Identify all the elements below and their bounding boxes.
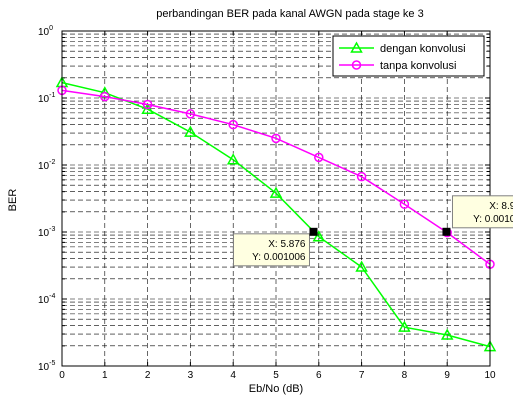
x-tick-label: 6 bbox=[316, 370, 322, 381]
legend-marker-1 bbox=[350, 41, 363, 53]
x-tick-label: 0 bbox=[59, 370, 65, 381]
x-tick-label: 9 bbox=[444, 370, 450, 381]
datatip-marker bbox=[442, 227, 451, 236]
x-tick-label: 8 bbox=[402, 370, 408, 381]
data-point bbox=[355, 260, 368, 272]
y-tick-label: 10-3 bbox=[38, 226, 55, 239]
x-tick-label: 5 bbox=[273, 370, 279, 381]
y-tick-label: 100 bbox=[38, 25, 53, 38]
datatip-y: Y: 0.001007 bbox=[473, 214, 513, 225]
datatip-x: X: 5.876 bbox=[268, 239, 306, 250]
data-point bbox=[312, 230, 326, 242]
legend-label-1: dengan konvolusi bbox=[380, 43, 466, 55]
data-point bbox=[100, 91, 110, 102]
data-point bbox=[142, 99, 153, 110]
x-tick-label: 1 bbox=[102, 370, 108, 381]
datatip: X: 5.876 Y: 0.001006 bbox=[232, 227, 318, 267]
y-axis-label: BER bbox=[7, 189, 19, 212]
y-tick-label: 10-5 bbox=[38, 360, 55, 373]
datatip-y: Y: 0.001006 bbox=[252, 252, 306, 263]
data-point bbox=[269, 186, 283, 198]
data-point bbox=[271, 133, 281, 144]
chart-title: perbandingan BER pada kanal AWGN pada st… bbox=[156, 8, 423, 20]
legend[interactable]: dengan konvolusi tanpa konvolusi bbox=[332, 35, 485, 77]
datatip-marker bbox=[309, 227, 318, 236]
plot-area bbox=[62, 31, 490, 366]
y-tick-label: 10-4 bbox=[38, 293, 55, 306]
x-tick-label: 7 bbox=[359, 370, 365, 381]
y-tick-label: 10-1 bbox=[38, 92, 55, 105]
y-tick-label: 10-2 bbox=[38, 159, 55, 172]
data-point bbox=[185, 109, 196, 119]
x-tick-label: 4 bbox=[230, 370, 236, 381]
legend-marker-2 bbox=[351, 60, 362, 70]
series-1 bbox=[55, 76, 497, 352]
datatip-box bbox=[451, 195, 513, 229]
legend-label-2: tanpa konvolusi bbox=[380, 60, 456, 72]
data-point bbox=[228, 119, 238, 130]
datatip-box bbox=[232, 233, 310, 267]
data-point bbox=[440, 328, 454, 340]
data-point bbox=[399, 199, 410, 209]
data-point bbox=[314, 152, 324, 163]
series-line bbox=[61, 81, 491, 348]
datatips-layer: X: 5.876 Y: 0.001006 X: 8.983 Y: 0.001007 bbox=[232, 195, 513, 267]
x-axis-label: Eb/No (dB) bbox=[249, 383, 303, 395]
data-point bbox=[398, 320, 411, 332]
data-point bbox=[141, 102, 154, 114]
data-point bbox=[356, 171, 367, 182]
data-point bbox=[226, 153, 240, 165]
y-tick-labels: 100 10-1 10-2 10-3 10-4 10-5 bbox=[38, 25, 55, 373]
x-tick-label: 10 bbox=[484, 370, 496, 381]
series-line bbox=[61, 89, 491, 265]
x-tick-labels: 0 1 2 3 4 5 6 7 8 9 10 bbox=[59, 370, 496, 381]
datatip: X: 8.983 Y: 0.001007 bbox=[442, 195, 513, 236]
data-point bbox=[184, 125, 197, 137]
x-tick-label: 3 bbox=[188, 370, 194, 381]
datatip-x: X: 8.983 bbox=[489, 201, 513, 212]
x-tick-label: 2 bbox=[145, 370, 151, 381]
